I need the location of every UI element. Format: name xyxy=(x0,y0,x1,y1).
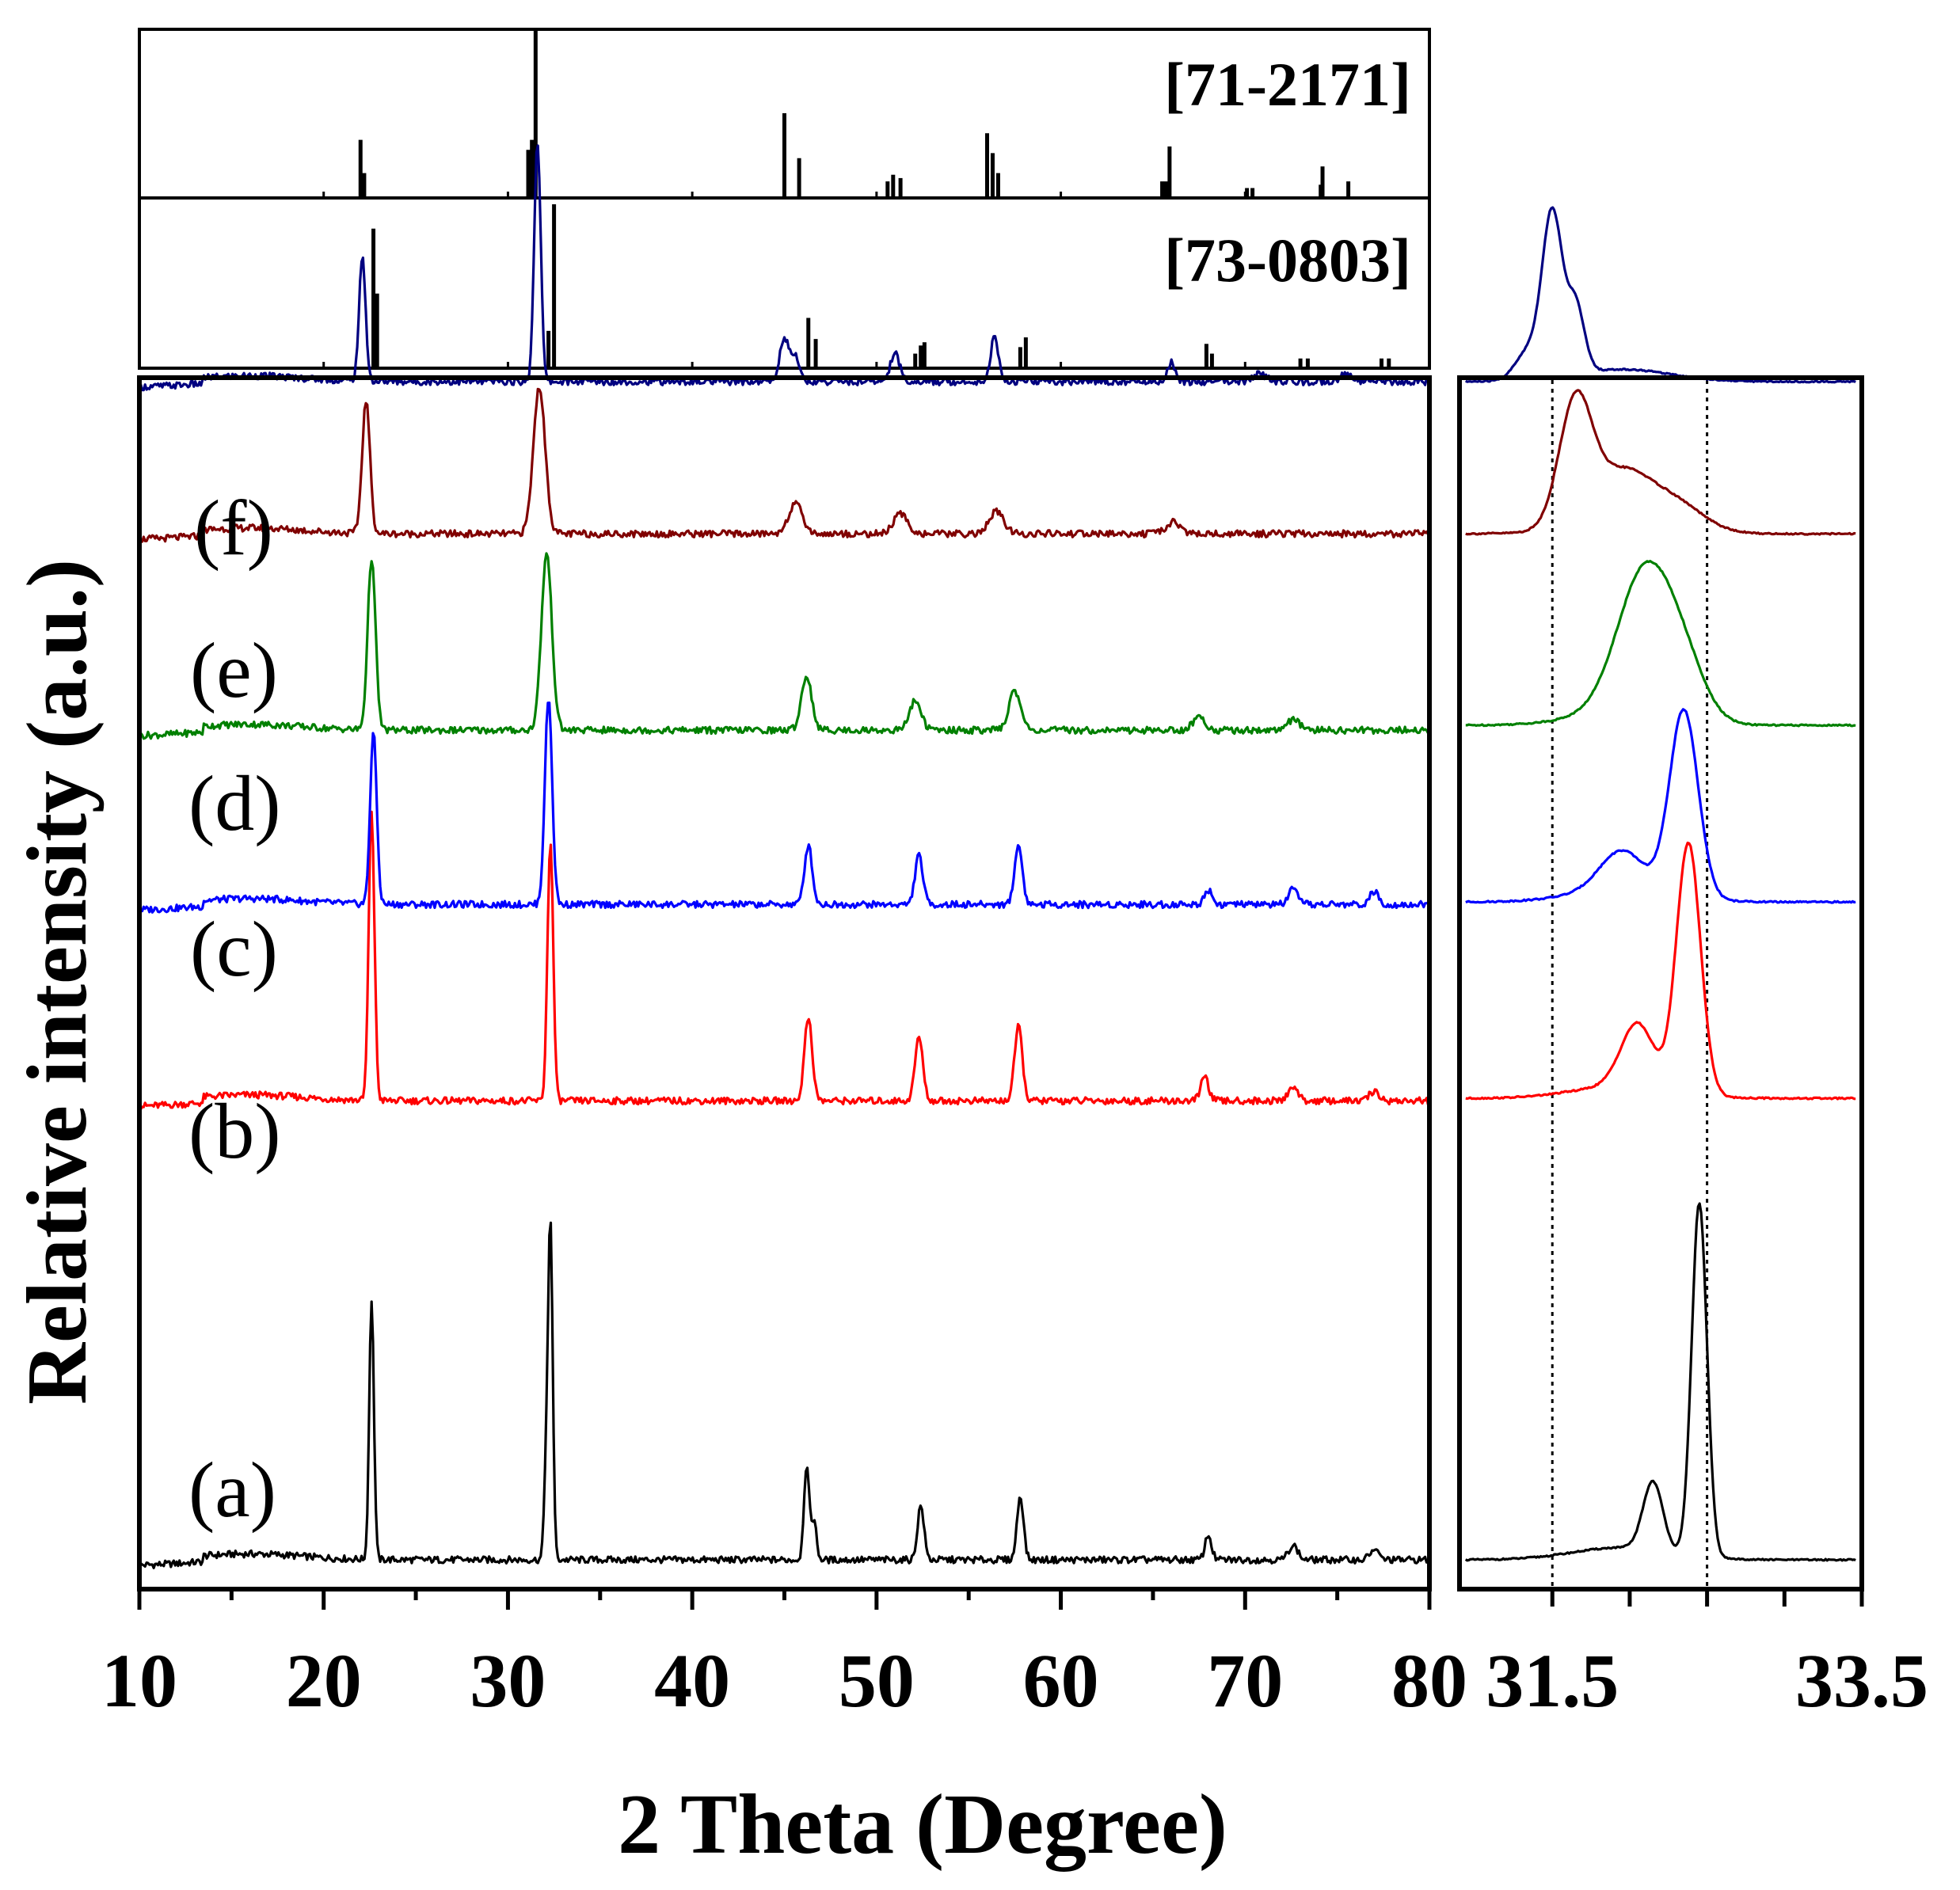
main-x-tick-label: 20 xyxy=(286,1638,362,1723)
main-plot-frame xyxy=(137,375,1432,1591)
main-x-tick-label: 60 xyxy=(1023,1638,1099,1723)
zoom-series xyxy=(1464,206,1856,1562)
series-line-a xyxy=(138,1221,1431,1569)
zoom-x-tick-labels: 31.5 33.5 xyxy=(1486,1638,1928,1723)
zoom-series-line-a xyxy=(1464,1202,1856,1562)
main-x-tick-label: 70 xyxy=(1207,1638,1283,1723)
ref2-label: [73-0803] xyxy=(1164,226,1411,295)
label-a: (a) xyxy=(188,1446,276,1534)
y-axis-title: Relative intensity (a.u.) xyxy=(10,559,105,1405)
ref2-panel-frame xyxy=(138,196,1431,370)
label-d: (d) xyxy=(188,759,281,847)
ref2-sticks xyxy=(371,204,1391,367)
zoom-series-line-f xyxy=(1464,206,1856,384)
zoom-series-line-e xyxy=(1465,389,1856,536)
label-f: (f) xyxy=(194,484,273,572)
zoom-x-tick-label: 33.5 xyxy=(1795,1638,1928,1723)
x-axis-title: 2 Theta (Degree) xyxy=(618,1778,1227,1872)
zoom-axis-ticks xyxy=(1550,1589,1864,1607)
zoom-x-tick-label: 31.5 xyxy=(1486,1638,1619,1723)
zoom-reference-lines xyxy=(1551,380,1709,1587)
zoom-series-line-d xyxy=(1465,560,1856,728)
main-x-tick-labels: 10 20 30 40 50 60 70 80 xyxy=(101,1638,1467,1723)
series-line-e xyxy=(139,387,1430,544)
label-c: (c) xyxy=(190,905,278,993)
zoom-series-line-c xyxy=(1465,708,1856,904)
main-x-tick-label: 10 xyxy=(101,1638,177,1723)
label-e: (e) xyxy=(190,626,278,714)
zoom-plot-frame xyxy=(1457,375,1864,1591)
label-b: (b) xyxy=(188,1087,281,1175)
series-line-d xyxy=(138,552,1431,740)
main-x-tick-label: 30 xyxy=(470,1638,546,1723)
main-x-tick-label: 50 xyxy=(839,1638,915,1723)
zoom-series-line-b xyxy=(1465,841,1856,1101)
main-axis-ticks xyxy=(137,1589,1432,1610)
series-line-b xyxy=(139,810,1431,1111)
main-x-tick-label: 80 xyxy=(1391,1638,1467,1723)
series-line-c xyxy=(139,702,1431,914)
main-x-tick-label: 40 xyxy=(654,1638,730,1723)
ref1-label: [71-2171] xyxy=(1164,50,1411,119)
